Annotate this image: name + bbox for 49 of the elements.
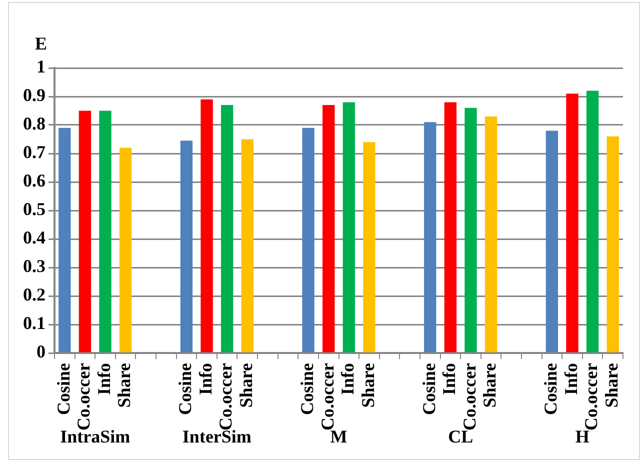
bar: [606, 136, 619, 352]
y-tick-label: 0: [36, 342, 46, 362]
x-tick-label: Share: [358, 363, 378, 408]
bar: [200, 99, 213, 352]
bar: [464, 108, 477, 352]
x-tick-label: Cosine: [540, 363, 561, 416]
y-tick-label: 0.8: [23, 114, 46, 134]
x-tick-label: Cosine: [296, 363, 317, 416]
y-tick-label: 0.2: [23, 284, 46, 305]
bar: [424, 122, 436, 352]
bar: [180, 140, 193, 352]
y-tick-label: 0.5: [23, 199, 46, 220]
x-tick-label: Cosine: [175, 363, 196, 416]
bar: [220, 105, 234, 352]
bar: [322, 105, 335, 352]
bar: [241, 139, 254, 352]
y-tick-label: 0.3: [23, 256, 46, 276]
bar: [342, 102, 355, 352]
bar: [444, 102, 457, 352]
bar: [546, 130, 558, 352]
y-tick-label: 0.7: [23, 142, 46, 162]
x-tick-label: Info: [195, 363, 216, 396]
x-tick-label: Share: [236, 363, 256, 408]
bar: [586, 90, 599, 352]
x-tick-label: Co.occer: [317, 363, 338, 430]
bar: [302, 128, 314, 352]
bar: [78, 110, 92, 352]
bar: [99, 110, 112, 352]
x-tick-label: Info: [94, 363, 114, 396]
y-axis-title: E: [35, 34, 48, 54]
x-tick-label: Cosine: [53, 363, 74, 416]
bar: [58, 128, 71, 352]
bar: [363, 142, 376, 352]
x-tick-label: Info: [338, 363, 358, 396]
y-tick-label: 0.1: [23, 313, 46, 334]
y-tick-label: 0.9: [23, 85, 46, 106]
bar: [119, 148, 132, 352]
x-tick-label: Share: [602, 363, 622, 408]
x-tick-label: Info: [560, 363, 581, 396]
bar: [484, 116, 498, 352]
y-tick-label: 0.4: [23, 228, 46, 248]
x-tick-label: Cosine: [418, 363, 439, 416]
x-tick-label: Share: [114, 363, 134, 408]
y-tick-label: 0.6: [23, 170, 46, 191]
bar: [566, 94, 578, 352]
x-tick-label: Info: [439, 363, 460, 396]
x-tick-label: Share: [480, 363, 500, 408]
y-tick-label: 1: [36, 56, 46, 77]
x-tick-label: Co.occer: [581, 363, 602, 430]
